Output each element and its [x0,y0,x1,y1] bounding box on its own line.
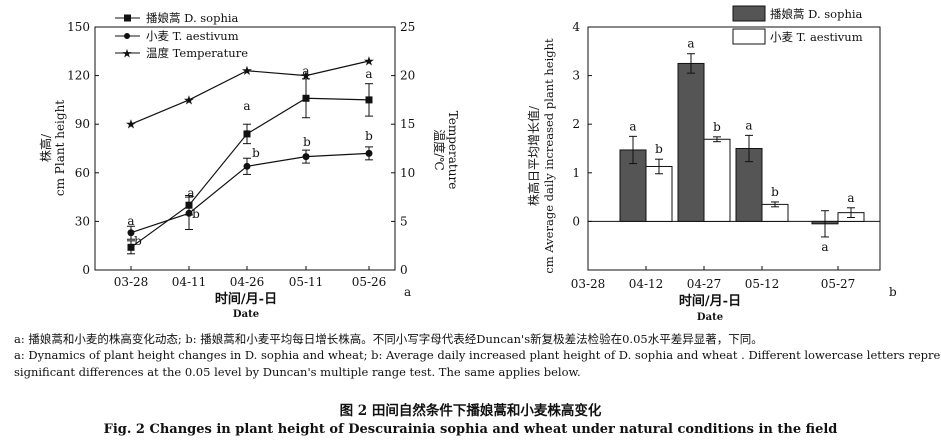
wheat-significance-letter: b [303,135,311,149]
x-tick-label-a: 03-28 [114,275,149,289]
wheat-bar [703,138,731,222]
legend-b-swatch-wheat [732,28,766,45]
d-sophia-significance-letter: a [687,37,694,51]
plot-frame-b [587,26,881,271]
wheat-significance-letter: a [847,191,854,205]
caption-line-en-2: significant differences at the 0.05 leve… [14,365,581,379]
d-sophia-point [243,130,251,138]
y-tick-label-b: 0 [572,214,580,228]
y-axis-label-b-en: cm Average daily increased plant height [542,38,556,274]
x-tick-label-a: 05-26 [352,275,387,289]
y2-tick-label-a: 20 [400,69,415,83]
y2-axis-label-a: 温度/℃ [432,129,447,170]
x-axis-label-b: 时间/月-日 [679,293,741,309]
d-sophia-significance-letter: a [821,240,828,254]
d-sophia-point [365,96,373,104]
x-axis-label-a-en: Date [233,309,259,320]
legend-a-label: 温度 Temperature [146,46,248,60]
y2-tick-label-a: 15 [400,117,415,131]
x-tick-label-b: 04-27 [687,277,722,291]
x-tick-label-b: 05-27 [821,277,856,291]
legend-a-marker-wheat [124,33,130,39]
y-tick-label-a: 30 [75,214,90,228]
y2-axis-label-a-en: Temperature [446,111,460,190]
y-tick-label-a: 90 [75,117,90,131]
wheat-significance-letter: b [192,207,200,221]
temperature-point: ★ [125,118,137,133]
y2-tick-label-a: 25 [400,20,415,34]
legend-a-marker-d-sophia [124,14,131,22]
y-tick-label-b: 3 [572,69,580,83]
panel-b-marker: b [889,285,897,299]
x-tick-label-a: 04-11 [172,275,207,289]
d-sophia-significance-letter: a [365,67,372,81]
caption-line-en-1: a: Dynamics of plant height changes in D… [14,348,941,362]
wheat-significance-letter: b [655,142,663,156]
wheat-significance-letter: b [252,146,260,160]
legend-a-marker-temperature: ★ [122,47,133,61]
x-tick-label-b: 04-12 [629,277,664,291]
wheat-point [302,153,310,161]
d-sophia-line [130,97,370,248]
y-axis-label-a: 株高/ [38,133,53,162]
y-tick-label-b: 1 [572,166,580,180]
y-tick-label-a: 150 [67,20,90,34]
wheat-significance-letter: a [127,214,134,228]
chart-a-plant-height-dynamics: 0 30 60 90 120 150 0 5 10 15 20 25 03-28 04-11 04-26 05… [38,11,460,320]
legend-a-label: 小麦 T. aestivum [146,29,239,43]
d-sophia-significance-letter: b [134,234,142,248]
chart-b-daily-increase: 0 1 2 3 4 03-28 04-12 04-27 05-12 05-27 时间/月-日 Date… [526,5,897,323]
wheat-significance-letter: b [713,120,721,134]
y-tick-label-a: 120 [67,69,90,83]
d-sophia-significance-letter: a [243,99,250,113]
wheat-significance-letter: b [365,129,373,143]
wheat-point [185,209,193,217]
y2-tick-label-a: 5 [400,214,408,228]
temperature-point: ★ [300,69,312,84]
d-sophia-significance-letter: a [745,118,752,132]
d-sophia-significance-letter: a [629,119,636,133]
x-tick-label-b: 03-28 [571,277,606,291]
wheat-point [127,229,135,237]
temperature-point: ★ [183,93,195,108]
d-sophia-significance-letter: a [302,64,309,78]
figure-title-cn: 图 2 田间自然条件下播娘蒿和小麦株高变化 [339,403,602,419]
d-sophia-bar [677,62,705,222]
y-tick-label-b: 2 [572,117,580,131]
y-axis-label-b: 株高日平均增长值/ [526,105,541,206]
legend-a-label: 播娘蒿 D. sophia [146,11,239,25]
wheat-bar [645,165,673,222]
legend-b-swatch-d-sophia [732,5,766,22]
temperature-point: ★ [241,64,253,79]
y-tick-label-a: 60 [75,166,90,180]
legend-b-label: 播娘蒿 D. sophia [770,7,863,21]
d-sophia-point [127,243,135,251]
x-axis-label-a: 时间/月-日 [215,291,277,307]
temperature-line [130,60,370,125]
x-axis-label-b-en: Date [697,312,723,323]
y-tick-label-b: 4 [572,20,580,34]
y-axis-label-a-en: cm Plant height [53,100,67,196]
legend-b-label: 小麦 T. aestivum [770,30,863,44]
x-tick-label-a: 05-11 [289,275,324,289]
temperature-point: ★ [363,55,375,70]
d-sophia-point [302,94,310,102]
wheat-point [365,149,373,157]
d-sophia-significance-letter: a [187,186,194,200]
x-tick-label-b: 05-12 [745,277,780,291]
legend-b: 播娘蒿 D. sophia 小麦 T. aestivum [732,5,863,45]
y2-tick-label-a: 0 [400,263,408,277]
panel-a-marker: a [404,285,411,299]
wheat-significance-letter: b [771,185,779,199]
figure-title-en: Fig. 2 Changes in plant height of Descur… [103,422,838,437]
x-tick-label-a: 04-26 [230,275,265,289]
y2-tick-label-a: 10 [400,166,415,180]
plot-frame-a [94,26,396,271]
y-tick-label-a: 0 [82,263,90,277]
caption-line-cn: a: 播娘蒿和小麦的株高变化动态; b: 播娘蒿和小麦平均每日增长株高。不同小写… [14,332,763,346]
wheat-point [243,162,251,170]
legend-a: ★ 播娘蒿 D. sophia 小麦 T. aestivum 温度 Temperatu… [115,11,248,61]
